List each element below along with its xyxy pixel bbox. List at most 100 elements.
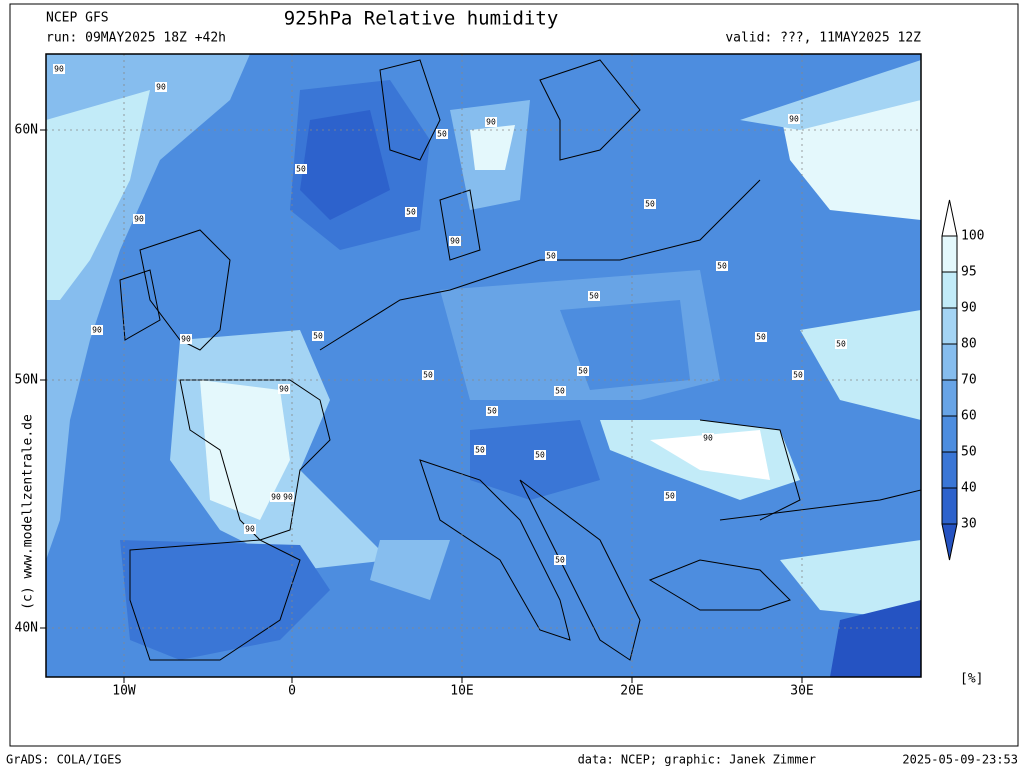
colorbar-bottom: [941, 523, 958, 561]
contour-label: 90: [134, 215, 144, 224]
contour-label-bg: [244, 524, 256, 534]
colorbar-segment: [941, 235, 958, 273]
unit-label: [%]: [960, 672, 983, 687]
frame: [9, 3, 1019, 747]
colorbar-segment: [941, 307, 958, 345]
colorbar-segment: [941, 415, 958, 453]
colorbar-segment: [941, 487, 958, 525]
colorbar-segment: [941, 343, 958, 381]
contour-label: 90: [271, 493, 281, 502]
contour-label-bg: [270, 492, 282, 502]
contour-label-bg: [755, 332, 767, 342]
contour-label: 90: [92, 326, 102, 335]
contour-label-bg: [282, 492, 294, 502]
contour-label: 50: [665, 492, 675, 501]
contour-label: 90: [283, 493, 293, 502]
contour-label-bg: [545, 251, 557, 261]
colorbar-segment: [941, 451, 958, 489]
contour-label-bg: [133, 214, 145, 224]
colorbar-label: 50: [961, 445, 977, 460]
contour-label-bg: [588, 291, 600, 301]
contour-label: 90: [279, 385, 289, 394]
contour-label: 50: [555, 387, 565, 396]
colorbar-segment: [941, 271, 958, 309]
contour-label: 50: [546, 252, 556, 261]
contour-label-bg: [716, 261, 728, 271]
contour-label-bg: [788, 114, 800, 124]
contour-label: 90: [486, 118, 496, 127]
contour-label-bg: [312, 331, 324, 341]
contour-label: 50: [475, 446, 485, 455]
colorbar-label: 70: [961, 373, 977, 388]
map-title: 925hPa Relative humidity: [284, 8, 559, 30]
contour-label: 50: [313, 332, 323, 341]
contour-label-bg: [664, 491, 676, 501]
contour-label-bg: [835, 339, 847, 349]
contour-label-bg: [486, 406, 498, 416]
colorbar-label: 80: [961, 337, 977, 352]
contour-label-bg: [436, 129, 448, 139]
lon-label: 30E: [790, 684, 813, 699]
map-border: [45, 53, 922, 678]
contour-label-bg: [180, 334, 192, 344]
contour-label-bg: [53, 64, 65, 74]
lon-label: 10W: [112, 684, 136, 699]
contour-label-bg: [155, 82, 167, 92]
lon-label: 0: [288, 684, 296, 699]
contour-label: 50: [589, 292, 599, 301]
contour-label: 50: [645, 200, 655, 209]
contour-label-bg: [792, 370, 804, 380]
lon-label: 20E: [620, 684, 643, 699]
lat-label: 40N: [15, 621, 38, 636]
colorbar-top: [941, 199, 958, 237]
colorbar-label: 30: [961, 517, 977, 532]
contour-label: 50: [555, 556, 565, 565]
contour-label-bg: [702, 433, 714, 443]
valid-time: valid: ???, 11MAY2025 12Z: [725, 31, 921, 46]
contour-label-bg: [449, 236, 461, 246]
software-credit: GrADS: COLA/IGES: [6, 753, 122, 767]
contour-label-bg: [554, 555, 566, 565]
colorbar-label: 40: [961, 481, 977, 496]
colorbar-label: 60: [961, 409, 977, 424]
contour-label-bg: [485, 117, 497, 127]
contour-label-bg: [474, 445, 486, 455]
contour-label-bg: [577, 366, 589, 376]
model-name: NCEP GFS: [46, 11, 109, 26]
colorbar-label: 90: [961, 301, 977, 316]
contour-label-bg: [422, 370, 434, 380]
contour-label: 50: [487, 407, 497, 416]
contour-label: 50: [296, 165, 306, 174]
contour-label: 50: [836, 340, 846, 349]
contour-label: 90: [54, 65, 64, 74]
contour-label: 90: [156, 83, 166, 92]
contour-label-bg: [295, 164, 307, 174]
contour-label: 50: [406, 208, 416, 217]
contour-label-bg: [644, 199, 656, 209]
contour-label: 50: [423, 371, 433, 380]
credit: (c) www.modellzentrale.de: [21, 414, 36, 610]
run-info: run: 09MAY2025 18Z +42h: [46, 31, 226, 46]
colorbar-segment: [941, 379, 958, 417]
contour-label-bg: [91, 325, 103, 335]
lon-label: 10E: [450, 684, 473, 699]
contour-label: 90: [245, 525, 255, 534]
contour-label: 50: [437, 130, 447, 139]
contour-label: 90: [450, 237, 460, 246]
data-source: data: NCEP; graphic: Janek Zimmer: [578, 753, 816, 767]
colorbar-label: 95: [961, 265, 977, 280]
contour-label-bg: [278, 384, 290, 394]
lat-label: 60N: [15, 123, 38, 138]
timestamp: 2025-05-09-23:53: [902, 753, 1018, 767]
contour-label-bg: [534, 450, 546, 460]
contour-label: 50: [793, 371, 803, 380]
contour-label: 50: [756, 333, 766, 342]
colorbar-label: 100: [961, 229, 984, 244]
contour-label: 90: [789, 115, 799, 124]
contour-label: 50: [535, 451, 545, 460]
contour-label-bg: [554, 386, 566, 396]
contour-label: 50: [717, 262, 727, 271]
